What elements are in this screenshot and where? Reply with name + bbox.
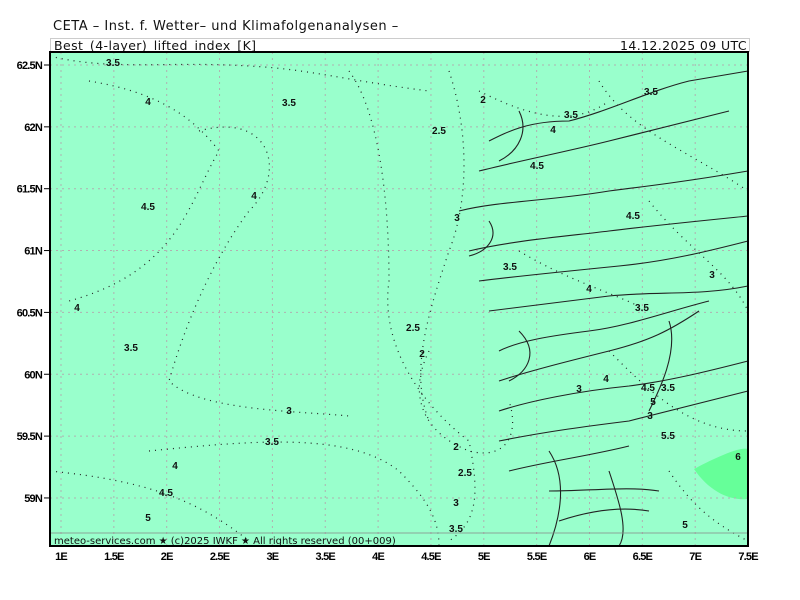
contour-label: 3 [647, 411, 653, 422]
contour-label: 2 [453, 442, 459, 453]
lat-tick-label: 61.5N [17, 184, 43, 196]
coastline-segment [498, 300, 710, 352]
contour-label: 4 [603, 374, 609, 385]
contour-label: 4 [172, 461, 178, 472]
contour-label: 2 [480, 95, 486, 106]
contour-label: 5 [650, 397, 656, 408]
contour-label: 3.5 [564, 110, 578, 121]
parameter-label: Best_(4-layer)_lifted_index_[K] [54, 38, 257, 53]
map-background [50, 52, 748, 546]
chart-title: CETA – Inst. f. Wetter– und Klimafolgena… [53, 19, 399, 34]
lat-tick-label: 59.5N [17, 431, 43, 443]
lifted-index-map: 3.5 4 3.5 2 2.5 3.5 4 4.5 3.5 4.5 4 3 4.5 3.5 4 3 4 3.5 2.… [49, 51, 749, 547]
coastline-segment [548, 450, 562, 547]
contour-label: 3.5 [635, 303, 649, 314]
contour-line [49, 55, 430, 92]
lat-tick-label: 60N [24, 369, 43, 381]
contour-label: 3.5 [644, 87, 658, 98]
contour-label: 2 [419, 349, 425, 360]
coastline-segment [508, 445, 630, 472]
parameter-bar: Best_(4-layer)_lifted_index_[K] 14.12.20… [50, 38, 750, 53]
coastline-segment [498, 310, 700, 382]
contour-label: 5 [145, 513, 151, 524]
contour-label: 4 [251, 191, 257, 202]
contour-label: 2.5 [406, 323, 420, 334]
contour-line [598, 80, 749, 192]
contour-label: 3.5 [265, 437, 279, 448]
contour-label: 3.5 [282, 98, 296, 109]
credit-text: meteo-services.com ★ (c)2025 IWKF ★ All … [54, 536, 396, 547]
contour-line [148, 441, 440, 547]
contour-label: 4 [550, 125, 556, 136]
contour-lines [49, 55, 749, 547]
coastline-segment [478, 240, 749, 282]
contour-label: 4 [74, 303, 80, 314]
coastline-segment [608, 470, 624, 547]
contour-label: 3.5 [106, 58, 120, 69]
contour-label: 5.5 [661, 431, 675, 442]
coastline-segment [498, 390, 749, 442]
coastline-segment [488, 70, 749, 142]
contour-label: 4 [145, 97, 151, 108]
contour-label: 2.5 [458, 468, 472, 479]
contour-label: 3.5 [661, 383, 675, 394]
contour-line [168, 126, 350, 417]
contour-line [49, 470, 250, 542]
contour-labels: 3.5 4 3.5 2 2.5 3.5 4 4.5 3.5 4.5 4 3 4.5 3.5 4 3 4 3.5 2.… [74, 58, 741, 535]
coastline-segment [458, 170, 749, 212]
lat-tick-label: 61N [24, 246, 43, 258]
contour-label: 4 [586, 284, 592, 295]
map-frame [49, 51, 749, 547]
contour-label: 2.5 [432, 126, 446, 137]
contour-label: 3 [709, 270, 715, 281]
coastline-segment [488, 285, 749, 312]
coastline [458, 70, 749, 547]
valid-time: 14.12.2025 09 UTC [619, 38, 747, 53]
coastline-segment [508, 330, 531, 382]
contour-line [418, 350, 514, 454]
contour-label: 4.5 [641, 383, 655, 394]
lat-tick-label: 59N [24, 493, 43, 505]
contour-label: 3.5 [124, 343, 138, 354]
contour-label: 6 [735, 452, 741, 463]
contour-label: 3 [453, 498, 459, 509]
coastline-segment [478, 110, 730, 172]
contour-label: 3 [576, 384, 582, 395]
contour-label: 4.5 [530, 161, 544, 172]
contour-label: 4.5 [159, 488, 173, 499]
contour-label: 3 [454, 213, 460, 224]
coastline-segment [468, 215, 749, 252]
coastline-segment [498, 360, 749, 412]
coastline-segment [558, 508, 650, 522]
coastline-segment [498, 110, 524, 162]
lat-tick-label: 60.5N [17, 307, 43, 319]
contour-label: 3.5 [449, 524, 463, 535]
lat-tick-label: 62N [24, 122, 43, 134]
coastline-segment [548, 488, 660, 492]
lat-tick-label: 62.5N [17, 60, 43, 72]
contour-label: 4.5 [626, 211, 640, 222]
contour-label: 4.5 [141, 202, 155, 213]
contour-label: 3 [286, 406, 292, 417]
highlight-area [694, 448, 748, 500]
coastline-segment [648, 320, 673, 412]
contour-line [608, 350, 749, 432]
contour-label: 3.5 [503, 262, 517, 273]
coastline-segment [468, 220, 494, 257]
contour-label: 5 [682, 520, 688, 531]
